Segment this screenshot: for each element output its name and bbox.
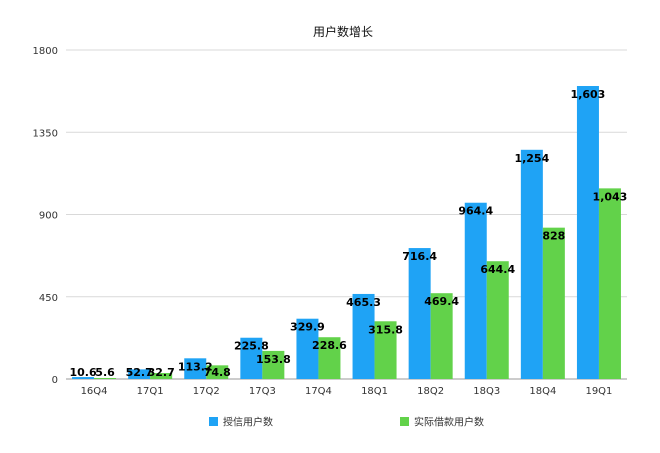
data-label: 113.2 [178,360,213,373]
x-tick-label: 17Q3 [249,386,276,397]
x-tick-label: 17Q2 [193,386,220,397]
bar [352,293,375,379]
x-tick-label: 18Q4 [529,386,556,397]
bar [296,318,319,379]
y-tick-label: 900 [39,211,58,222]
x-axis-ticks: 16Q4 17Q1 17Q2 17Q3 17Q4 18Q1 18Q2 18Q3 18Q4 19Q1 [81,386,613,397]
y-axis-ticks: 0 450 900 1350 1800 [33,46,58,386]
legend-swatch [400,417,409,426]
bar [128,369,151,379]
data-label: 153.8 [256,353,291,366]
bar [486,261,509,379]
x-tick-label: 17Q4 [305,386,332,397]
bar [318,337,341,379]
data-label: 74.8 [204,366,231,379]
data-label: 1,043 [593,190,628,203]
data-label: 469.4 [424,295,459,308]
data-label: 1,254 [514,152,549,165]
data-label: 964.4 [458,205,493,218]
data-label: 225.8 [234,340,269,353]
x-tick-label: 16Q4 [81,386,108,397]
bars [72,86,621,379]
data-label: 828 [542,230,565,243]
bar [72,377,95,379]
bar [184,358,207,379]
bar [240,337,263,379]
y-tick-label: 1350 [33,128,58,139]
data-label: 5.6 [95,366,115,379]
bar [464,202,487,379]
bar [206,365,229,379]
data-label: 1,603 [571,88,606,101]
x-tick-label: 18Q3 [473,386,500,397]
bar [94,377,117,379]
legend-label: 实际借款用户数 [414,416,484,429]
x-tick-label: 18Q1 [361,386,388,397]
data-label: 465.3 [346,296,381,309]
bar [576,86,599,379]
y-tick-label: 1800 [33,46,58,57]
data-label: 644.4 [480,263,515,276]
bar [598,188,621,379]
bar [150,373,173,379]
chart-title: 用户数增长 [313,24,373,39]
legend-label: 授信用户数 [223,416,273,429]
bar [430,293,453,379]
x-tick-label: 18Q2 [417,386,444,397]
data-label: 315.8 [368,323,403,336]
legend-swatch [209,417,218,426]
x-tick-label: 19Q1 [585,386,612,397]
bar [542,227,565,379]
y-tick-label: 0 [52,375,58,386]
data-label: 716.4 [402,250,437,263]
bar [408,248,431,379]
bar [520,149,543,379]
data-label: 228.6 [312,339,347,352]
y-tick-label: 450 [39,293,58,304]
bar [262,350,285,379]
data-label: 32.7 [148,366,175,379]
bar [374,321,397,379]
data-label: 52.7 [126,366,153,379]
data-label: 329.9 [290,321,325,334]
x-tick-label: 17Q1 [137,386,164,397]
data-label: 10.6 [69,366,96,379]
legend: 授信用户数 实际借款用户数 [209,416,484,429]
